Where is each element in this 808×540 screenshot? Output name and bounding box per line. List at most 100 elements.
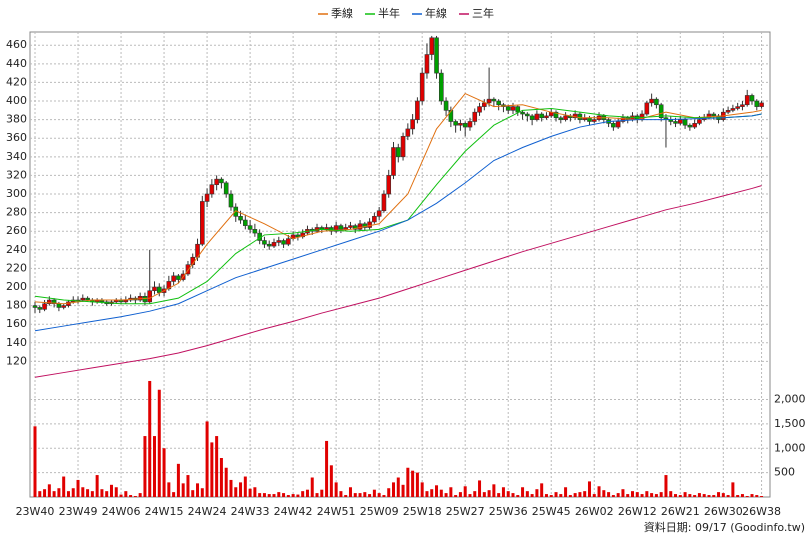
volume-bar — [200, 488, 204, 497]
volume-bar — [344, 495, 348, 497]
volume-bar — [616, 493, 620, 497]
y-tick-label: 340 — [6, 150, 27, 163]
candle-body — [223, 182, 229, 195]
volume-bar — [645, 491, 649, 497]
volume-bar — [516, 495, 520, 497]
candle-body — [85, 297, 90, 301]
volume-bar — [564, 487, 568, 497]
volume-bar — [392, 482, 395, 497]
candle-body — [419, 72, 425, 102]
legend-label: 三年 — [472, 6, 494, 20]
volume-bar — [253, 487, 257, 497]
volume-bar — [57, 488, 61, 497]
volume-bar — [119, 494, 123, 497]
volume-bar — [726, 495, 730, 497]
volume-bar — [396, 477, 400, 497]
volume-bar — [454, 495, 458, 497]
candle-body — [692, 123, 697, 128]
x-tick-label: 26W02 — [575, 505, 614, 518]
volume-bar — [420, 482, 424, 497]
candle-body — [51, 299, 57, 305]
volume-bar — [95, 475, 99, 497]
volume-bar — [325, 440, 329, 497]
candle-body — [744, 95, 750, 106]
candle-body — [472, 111, 478, 122]
volume-bar — [430, 489, 434, 497]
y-tick-label: 380 — [6, 113, 27, 126]
x-tick-label: 25W36 — [489, 505, 528, 518]
x-tick-label: 25W09 — [360, 505, 399, 518]
volume-bar — [258, 493, 262, 497]
volume-bar — [224, 467, 228, 497]
candle-body — [209, 184, 215, 195]
y-tick-label: 320 — [6, 168, 27, 181]
volume-bar — [310, 477, 314, 497]
candle-body — [386, 175, 392, 195]
candle-body — [477, 106, 482, 113]
volume-bar — [554, 492, 558, 497]
candle-body — [725, 110, 731, 113]
candle-body — [367, 221, 372, 228]
volume-bar — [707, 495, 711, 497]
candle-body — [410, 119, 415, 130]
volume-bar — [339, 491, 343, 497]
volume-bar — [329, 465, 333, 497]
volume-bar — [248, 488, 252, 497]
volume-bar — [66, 491, 70, 497]
volume-bar — [38, 491, 42, 497]
candle-body — [520, 111, 525, 115]
candle-body — [754, 100, 760, 107]
volume-bar — [143, 436, 147, 497]
candle-body — [171, 275, 176, 282]
candle-body — [572, 113, 578, 119]
volume-bar — [401, 484, 405, 497]
candle-body — [247, 225, 253, 230]
volume-bar — [382, 495, 386, 497]
x-tick-label: 24W33 — [231, 505, 270, 518]
candle-body — [142, 296, 148, 303]
volume-bar — [353, 493, 357, 497]
candle-body — [185, 264, 191, 275]
x-tick-label: 23W49 — [59, 505, 98, 518]
candle-body — [166, 281, 172, 290]
x-tick-label: 24W06 — [102, 505, 141, 518]
candle-body — [286, 238, 291, 245]
candle-body — [515, 106, 521, 113]
candle-body — [740, 104, 745, 107]
candle-body — [505, 106, 511, 111]
candle-body — [152, 286, 157, 292]
volume-bar — [33, 426, 37, 497]
volume-bar — [640, 494, 644, 497]
volume-bar — [153, 436, 156, 497]
candle-body — [553, 111, 559, 119]
volume-bar — [239, 482, 243, 497]
x-tick-label: 26W12 — [618, 505, 657, 518]
volume-bar — [607, 492, 611, 497]
volume-tick-label: 1,500 — [774, 417, 806, 430]
volume-bar — [702, 494, 706, 497]
candle-body — [453, 121, 458, 126]
legend-label: 季線 — [331, 6, 353, 20]
candle-body — [176, 275, 181, 280]
x-tick-label: 24W51 — [317, 505, 356, 518]
volume-bar — [358, 493, 362, 497]
volume-bar — [267, 494, 271, 497]
x-tick-label: 25W27 — [446, 505, 485, 518]
volume-bar — [435, 485, 439, 497]
volume-bar — [172, 492, 176, 497]
candle-body — [730, 108, 736, 111]
volume-bar — [635, 492, 639, 497]
volume-bar — [90, 491, 94, 497]
candle-body — [611, 123, 616, 128]
volume-bar — [583, 491, 587, 497]
volume-bar — [406, 467, 410, 497]
volume-bar — [611, 495, 615, 497]
volume-bar — [492, 484, 496, 497]
volume-bar — [736, 495, 740, 497]
volume-bar — [511, 493, 515, 497]
volume-bar — [411, 470, 415, 497]
volume-bar — [654, 494, 658, 497]
volume-bar — [210, 442, 214, 497]
